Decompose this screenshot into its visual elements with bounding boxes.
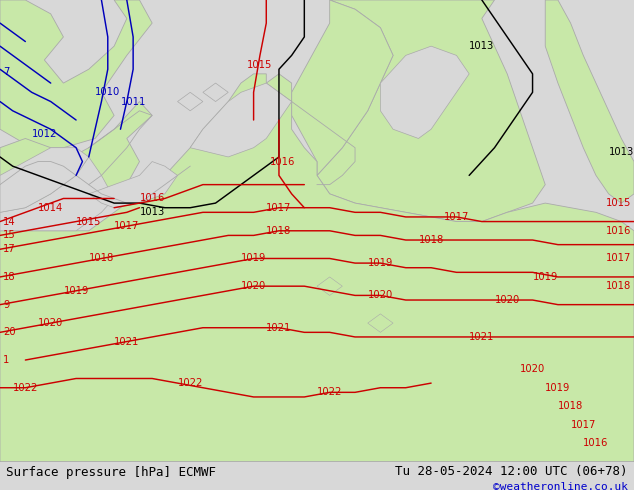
Text: 1016: 1016 [583, 438, 609, 448]
Polygon shape [178, 92, 203, 111]
Text: 1021: 1021 [469, 332, 495, 342]
Polygon shape [292, 0, 393, 175]
Text: 1018: 1018 [89, 253, 114, 264]
Polygon shape [317, 0, 545, 221]
Text: 1015: 1015 [76, 217, 101, 226]
Text: 1014: 1014 [38, 203, 63, 213]
Polygon shape [190, 83, 292, 157]
Text: 1015: 1015 [605, 198, 631, 208]
Text: 15: 15 [3, 230, 16, 241]
Text: 1010: 1010 [95, 87, 120, 98]
Text: 1012: 1012 [32, 129, 57, 139]
Text: 1017: 1017 [605, 253, 631, 264]
Text: 1020: 1020 [241, 281, 266, 291]
Text: 14: 14 [3, 217, 16, 226]
Text: 1020: 1020 [368, 291, 393, 300]
Text: 1013: 1013 [469, 41, 495, 51]
Polygon shape [0, 74, 634, 462]
Text: 1018: 1018 [266, 226, 292, 236]
Polygon shape [545, 0, 634, 203]
Polygon shape [368, 314, 393, 332]
Text: 1011: 1011 [120, 97, 146, 106]
Text: 1022: 1022 [178, 378, 203, 388]
Polygon shape [0, 147, 89, 212]
Text: 1021: 1021 [266, 323, 292, 333]
Text: Surface pressure [hPa] ECMWF: Surface pressure [hPa] ECMWF [6, 466, 216, 479]
Text: 1019: 1019 [533, 272, 558, 282]
Polygon shape [203, 83, 228, 101]
Text: 1016: 1016 [139, 194, 165, 203]
Polygon shape [380, 46, 469, 139]
Polygon shape [0, 0, 152, 147]
Polygon shape [89, 162, 178, 208]
Polygon shape [63, 101, 152, 194]
Text: 1019: 1019 [368, 258, 393, 268]
Text: 1019: 1019 [63, 286, 89, 296]
Text: 1021: 1021 [114, 337, 139, 346]
Text: 1017: 1017 [266, 203, 292, 213]
Text: 1013: 1013 [609, 147, 634, 157]
Text: 9: 9 [3, 300, 10, 310]
Text: 1017: 1017 [571, 419, 596, 430]
Text: 1019: 1019 [241, 253, 266, 264]
Text: 1020: 1020 [520, 364, 545, 374]
Text: 1020: 1020 [38, 318, 63, 328]
Text: 1018: 1018 [558, 401, 583, 411]
Text: 17: 17 [3, 244, 16, 254]
Text: 7: 7 [3, 67, 10, 76]
Text: 1020: 1020 [495, 295, 520, 305]
Text: 1: 1 [3, 355, 10, 365]
Text: 1017: 1017 [444, 212, 469, 222]
Text: 1016: 1016 [605, 226, 631, 236]
Text: 1018: 1018 [605, 281, 631, 291]
Text: 1015: 1015 [247, 60, 273, 70]
Polygon shape [254, 74, 292, 120]
Polygon shape [317, 277, 342, 295]
Text: 1019: 1019 [545, 383, 571, 392]
Text: ©weatheronline.co.uk: ©weatheronline.co.uk [493, 482, 628, 490]
Polygon shape [0, 139, 63, 203]
Polygon shape [0, 157, 114, 231]
Text: 1016: 1016 [269, 156, 295, 167]
Text: 1018: 1018 [418, 235, 444, 245]
Text: 1022: 1022 [13, 383, 38, 392]
Text: 1017: 1017 [114, 221, 139, 231]
Text: 18: 18 [3, 272, 16, 282]
Text: Tu 28-05-2024 12:00 UTC (06+78): Tu 28-05-2024 12:00 UTC (06+78) [395, 465, 628, 478]
Text: 1013: 1013 [139, 207, 165, 218]
Text: 20: 20 [3, 327, 16, 337]
Text: 1022: 1022 [317, 387, 342, 397]
